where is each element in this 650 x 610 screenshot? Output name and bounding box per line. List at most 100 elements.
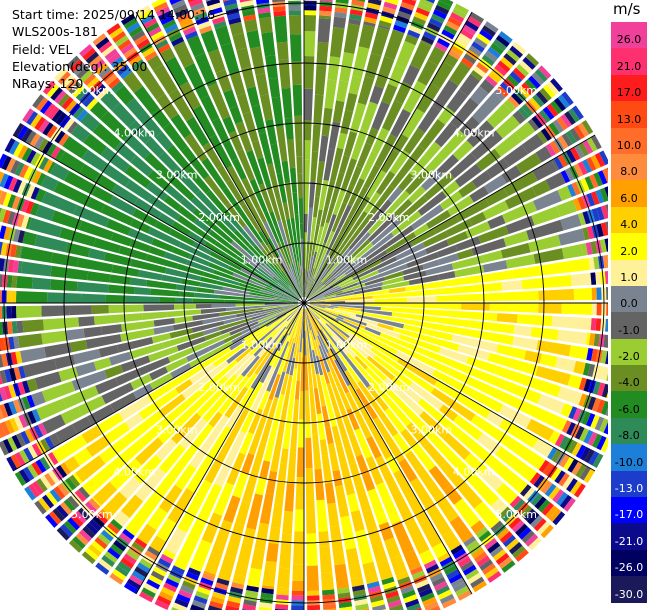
velocity-gate <box>96 412 124 435</box>
velocity-gate <box>317 18 331 43</box>
colorbar-label: 17.0 <box>616 86 642 100</box>
velocity-gate <box>205 415 230 446</box>
velocity-gate <box>66 268 89 281</box>
velocity-gate <box>264 318 287 338</box>
velocity-gate <box>319 331 337 361</box>
noise-gate <box>179 17 193 27</box>
noise-gate <box>319 10 332 17</box>
velocity-gate <box>236 148 255 182</box>
velocity-gate <box>257 310 285 324</box>
velocity-gate <box>109 274 132 285</box>
colorbar-bin: 0.0 <box>611 285 647 313</box>
velocity-gate <box>309 303 332 306</box>
velocity-gate <box>199 276 218 285</box>
velocity-gate <box>275 481 286 500</box>
noise-gate <box>88 497 101 511</box>
velocity-gate <box>240 410 256 434</box>
velocity-gate <box>304 308 308 340</box>
velocity-gate <box>345 547 363 580</box>
noise-gate <box>84 547 99 561</box>
noise-gate <box>435 585 451 596</box>
noise-gate <box>580 178 590 192</box>
noise-gate <box>583 378 592 392</box>
noise-gate <box>322 603 337 610</box>
velocity-gate <box>330 147 344 182</box>
noise-gate <box>511 520 525 533</box>
velocity-gate <box>507 382 542 405</box>
velocity-gate <box>326 358 342 389</box>
velocity-gate <box>302 271 304 298</box>
noise-gate <box>472 580 487 593</box>
noise-gate <box>21 380 31 394</box>
noise-gate <box>484 21 499 34</box>
velocity-gate <box>226 452 246 486</box>
velocity-gate <box>496 313 518 324</box>
noise-gate <box>22 108 35 123</box>
noise-gate <box>590 272 597 285</box>
noise-gate <box>197 20 211 30</box>
noise-gate <box>92 58 106 72</box>
velocity-gate <box>274 307 300 331</box>
velocity-gate <box>447 368 482 390</box>
velocity-gate <box>179 81 201 111</box>
velocity-gate <box>381 280 410 290</box>
noise-gate <box>553 97 567 112</box>
noise-gate <box>51 109 64 123</box>
noise-gate <box>26 149 37 164</box>
velocity-gate <box>359 151 378 181</box>
velocity-gate <box>130 155 154 177</box>
velocity-gate <box>274 226 284 243</box>
velocity-gate <box>278 295 299 302</box>
velocity-gate <box>501 280 523 291</box>
velocity-gate <box>54 148 66 162</box>
velocity-gate <box>471 238 507 256</box>
velocity-gate <box>258 317 277 329</box>
noise-gate <box>546 103 559 117</box>
velocity-gate <box>427 278 463 289</box>
noise-gate <box>93 83 106 96</box>
velocity-gate <box>85 334 122 350</box>
velocity-gate <box>249 292 275 299</box>
velocity-gate <box>259 364 272 384</box>
colorbar-bin: -17.0 <box>611 497 647 524</box>
noise-gate <box>31 461 43 476</box>
velocity-gate <box>243 225 264 251</box>
noise-gate <box>603 421 608 435</box>
velocity-gate <box>234 237 249 252</box>
velocity-gate <box>50 252 79 268</box>
velocity-gate <box>356 274 379 285</box>
velocity-gate <box>538 288 575 301</box>
noise-gate <box>520 484 532 497</box>
noise-gate <box>55 112 68 126</box>
noise-gate <box>581 120 594 135</box>
velocity-gate <box>380 307 398 312</box>
velocity-gate <box>417 288 442 296</box>
noise-gate <box>565 149 577 163</box>
range-ring-label: 3.00km <box>156 169 198 182</box>
velocity-gate <box>304 159 311 182</box>
azimuth-spoke <box>12 134 305 304</box>
velocity-gate <box>202 396 226 423</box>
velocity-gate <box>195 303 212 309</box>
noise-gate <box>173 560 187 571</box>
velocity-gate <box>348 433 363 457</box>
velocity-gate <box>151 333 171 344</box>
noise-gate <box>82 47 96 61</box>
velocity-gate <box>380 149 400 174</box>
velocity-gate <box>258 390 270 411</box>
noise-gate <box>429 572 444 583</box>
velocity-gate <box>425 303 443 309</box>
noise-gate <box>457 32 472 44</box>
noise-gate <box>201 572 216 582</box>
velocity-gate <box>346 493 360 513</box>
velocity-gate <box>293 308 303 339</box>
noise-gate <box>546 81 560 95</box>
velocity-gate <box>73 348 101 365</box>
velocity-gate <box>285 182 295 218</box>
noise-gate <box>578 377 587 391</box>
velocity-gate <box>458 181 477 198</box>
velocity-gate <box>134 197 162 219</box>
noise-gate <box>200 577 214 587</box>
noise-gate <box>110 543 124 556</box>
noise-gate <box>582 211 591 225</box>
